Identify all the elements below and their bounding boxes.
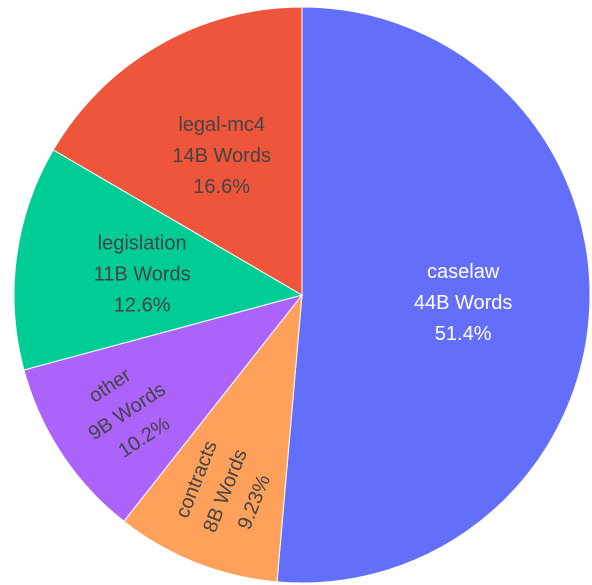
slice-percent: 12.6% xyxy=(114,295,171,317)
pie-slice-legislation[interactable] xyxy=(13,149,304,371)
slice-label-legislation: legislation 11B Words 12.6% xyxy=(94,233,191,317)
slice-label-legal-mc4: legal-mc4 14B Words 16.6% xyxy=(172,114,271,198)
slice-name: caselaw xyxy=(427,261,500,283)
slice-words: 44B Words xyxy=(414,292,513,314)
slice-name: legal-mc4 xyxy=(178,114,265,136)
slice-name: legislation xyxy=(98,233,187,255)
pie-slice-legal-mc4[interactable] xyxy=(52,6,303,296)
slice-label-caselaw: caselaw 44B Words 51.4% xyxy=(414,261,513,345)
slice-words: 14B Words xyxy=(172,145,271,167)
slice-words: 11B Words xyxy=(94,264,191,286)
pie-slice-contracts[interactable] xyxy=(123,293,303,583)
pie-slice-caselaw[interactable] xyxy=(276,6,591,584)
slice-percent: 16.6% xyxy=(193,176,250,198)
slice-percent: 51.4% xyxy=(435,323,492,345)
